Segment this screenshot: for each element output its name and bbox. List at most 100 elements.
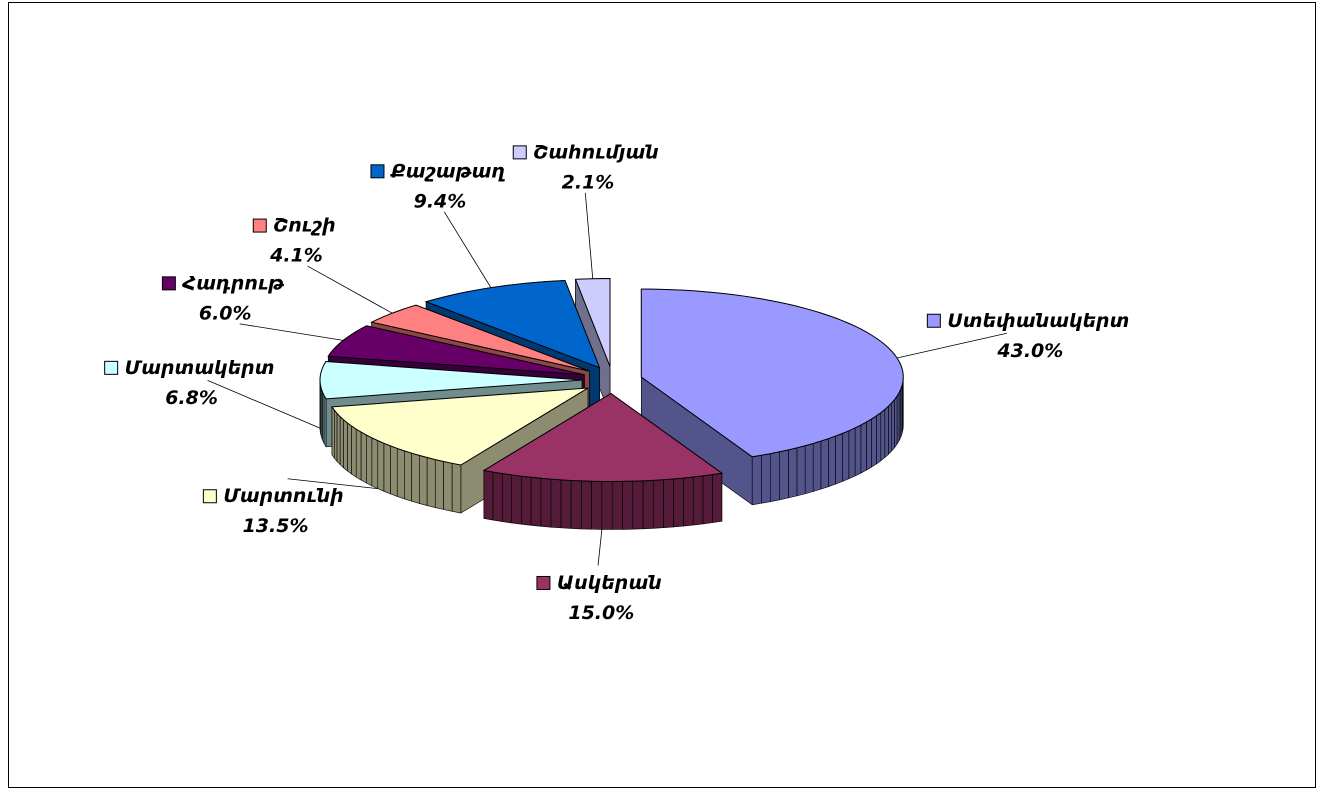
slice-side <box>390 445 398 497</box>
slice-side <box>334 409 338 462</box>
slice-side <box>779 449 789 501</box>
slice-side <box>652 479 664 529</box>
leader-line <box>443 211 492 288</box>
slice-side <box>581 480 592 530</box>
slice-side <box>540 477 552 528</box>
slice-side <box>355 428 362 481</box>
slice-side <box>751 454 762 506</box>
slice-side <box>702 474 713 525</box>
slice <box>640 288 904 506</box>
slice-label: Ստեփանակերտ <box>947 310 1129 332</box>
leader-line <box>307 265 393 314</box>
leader-line <box>239 323 344 341</box>
slice-side <box>828 435 836 487</box>
slice-side <box>404 450 412 502</box>
slice-top <box>424 279 601 369</box>
slice-side <box>812 440 822 492</box>
slice-side <box>434 459 444 510</box>
slice-side <box>591 480 603 530</box>
slice-label: Մարտակերտ <box>125 357 275 379</box>
leader-line <box>597 529 603 566</box>
leader-line <box>584 192 594 279</box>
slice-side <box>336 413 341 465</box>
slice-top <box>319 360 583 400</box>
slice-side <box>835 433 843 485</box>
slice-side <box>443 461 453 512</box>
slice-side <box>880 409 886 462</box>
slice-side <box>418 455 428 506</box>
slice-side <box>871 415 877 468</box>
slice-side <box>366 434 373 487</box>
slice-side <box>521 475 532 526</box>
slice-side <box>884 405 889 458</box>
slice-side <box>501 473 513 524</box>
chart-frame <box>8 2 1316 788</box>
value-label: 2.1% <box>562 171 615 193</box>
slice-side <box>371 437 379 489</box>
slice-side <box>351 425 357 478</box>
slice-side <box>673 477 684 528</box>
value-label: 13.5% <box>243 515 309 537</box>
slice-label: Ասկերան <box>557 572 662 594</box>
slice-side <box>632 480 644 530</box>
slice-side <box>896 392 900 445</box>
slice-side <box>492 471 503 522</box>
slice-side <box>894 395 898 448</box>
slice-side <box>383 442 391 495</box>
slice-side <box>770 451 780 502</box>
slice-side <box>411 452 420 504</box>
legend-key <box>926 313 941 328</box>
slice-top <box>370 304 590 372</box>
slice-side <box>622 480 634 530</box>
slice-side <box>550 478 562 529</box>
value-label: 43.0% <box>996 340 1063 362</box>
slice-side <box>692 475 704 526</box>
slice-side <box>483 470 494 521</box>
slice-label: Հադրութ <box>181 272 285 294</box>
leader-line <box>287 478 378 490</box>
slice-side <box>343 419 348 472</box>
slice-side <box>530 477 542 527</box>
slice-label: Քաշաթաղ <box>390 160 505 182</box>
slice-label: Շահումյան <box>533 141 658 163</box>
slice-side <box>360 431 367 484</box>
slice-side <box>642 480 654 530</box>
value-label: 6.8% <box>165 387 218 409</box>
value-label: 6.0% <box>199 302 252 324</box>
slice-top <box>482 392 724 482</box>
slice-side <box>854 424 862 477</box>
slice-top <box>331 387 589 466</box>
slice-side <box>842 430 850 482</box>
slice-label: Շուշի <box>273 215 335 237</box>
slice-side <box>891 399 895 452</box>
slice-side <box>888 402 893 455</box>
value-label: 15.0% <box>568 602 634 624</box>
slice-side <box>820 438 829 490</box>
slice-label: Մարտունի <box>223 485 343 507</box>
slice-side <box>761 453 772 504</box>
leader-line <box>896 332 1007 359</box>
value-label: 4.1% <box>269 245 323 267</box>
slice <box>482 392 724 530</box>
slice-side <box>796 445 806 497</box>
slice-side <box>601 481 613 530</box>
slice-side <box>866 418 872 471</box>
slice-side <box>860 421 867 474</box>
slice-side <box>683 476 694 527</box>
slice-side <box>339 416 344 469</box>
value-label: 9.4% <box>414 190 467 212</box>
legend-key <box>252 218 267 233</box>
slice-side <box>611 481 623 530</box>
slice-side <box>331 406 335 459</box>
slice-side <box>560 479 572 529</box>
slice-side <box>426 457 436 508</box>
slice-side <box>511 474 522 525</box>
legend-key <box>161 276 176 291</box>
slice-side <box>712 472 723 523</box>
leader-line <box>207 379 321 429</box>
legend-key <box>370 164 385 179</box>
slice-side <box>570 480 582 530</box>
slice-side <box>347 422 352 475</box>
slice-side <box>804 443 814 495</box>
